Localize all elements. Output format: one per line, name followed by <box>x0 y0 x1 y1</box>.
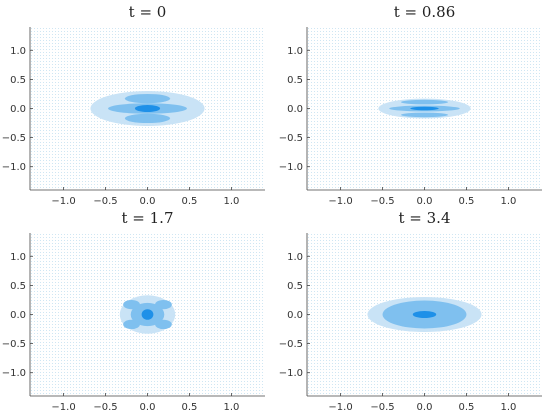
contour-region-level-3 <box>134 105 161 112</box>
contour-region-level-3 <box>410 106 439 111</box>
contour-region-level-2 <box>401 99 448 105</box>
panel-4: −1.0 −0.5 0.0 0.5 1.0 1.0 0.5 0.0 −0.5 −1.0 t = 3.… <box>279 209 542 413</box>
x-tick-label: −1.0 <box>328 402 352 413</box>
x-tick-label: 0.0 <box>417 196 433 207</box>
y-tick-label: 1.0 <box>10 252 26 263</box>
y-tick-label: −1.0 <box>2 368 26 379</box>
x-tick-label: 0.5 <box>459 196 475 207</box>
x-tick-label: 0.0 <box>140 402 156 413</box>
contour-region-level-2 <box>123 299 140 310</box>
x-tick-label: 0.5 <box>182 402 198 413</box>
y-tick-label: −0.5 <box>279 133 303 144</box>
x-tick-label: 1.0 <box>500 196 516 207</box>
y-tick-label: 0.5 <box>287 281 303 292</box>
panel-title: t = 1.7 <box>122 209 174 227</box>
x-tick-label: −0.5 <box>370 196 394 207</box>
contour-region-level-3 <box>141 309 154 320</box>
x-tick-label: 1.0 <box>223 196 239 207</box>
y-tick-label: 0.0 <box>10 104 26 115</box>
x-tick-label: −1.0 <box>51 196 75 207</box>
contour-region-level-3 <box>412 311 437 318</box>
panel-3: −1.0 −0.5 0.0 0.5 1.0 1.0 0.5 0.0 −0.5 −1.0 t = 1.… <box>2 209 265 413</box>
x-tick-label: 1.0 <box>500 402 516 413</box>
y-tick-label: 1.0 <box>287 252 303 263</box>
x-tick-label: 0.5 <box>182 196 198 207</box>
panel-title: t = 0.86 <box>394 3 456 21</box>
panel-title: t = 0 <box>129 3 167 21</box>
contour-region-level-2 <box>124 113 171 124</box>
y-tick-label: 0.0 <box>287 104 303 115</box>
contour-region-level-2 <box>401 112 448 118</box>
x-tick-label: −0.5 <box>370 402 394 413</box>
y-tick-label: 0.5 <box>287 75 303 86</box>
y-tick-label: −0.5 <box>279 339 303 350</box>
y-tick-label: −0.5 <box>2 339 26 350</box>
panel-1: −1.0 −0.5 0.0 0.5 1.0 1.0 0.5 0.0 −0.5 −1.0 t = 0 <box>2 3 265 207</box>
x-tick-label: 0.0 <box>417 402 433 413</box>
contour-region-level-2 <box>155 319 172 330</box>
x-tick-label: 1.0 <box>223 402 239 413</box>
panel-2: −1.0 −0.5 0.0 0.5 1.0 1.0 0.5 0.0 −0.5 −1.0 t = 0.… <box>279 3 542 207</box>
panel-title: t = 3.4 <box>399 209 451 227</box>
y-tick-label: −1.0 <box>2 162 26 173</box>
contour-region-level-2 <box>123 319 140 330</box>
x-tick-label: 0.0 <box>140 196 156 207</box>
y-tick-label: −0.5 <box>2 133 26 144</box>
y-tick-label: 1.0 <box>287 46 303 57</box>
contour-region-level-2 <box>155 299 172 310</box>
y-tick-label: 0.5 <box>10 281 26 292</box>
y-tick-label: −1.0 <box>279 368 303 379</box>
y-tick-label: 0.0 <box>287 310 303 321</box>
y-tick-label: 1.0 <box>10 46 26 57</box>
x-tick-label: −0.5 <box>93 402 117 413</box>
x-tick-label: 0.5 <box>459 402 475 413</box>
y-tick-label: 0.0 <box>10 310 26 321</box>
y-tick-label: −1.0 <box>279 162 303 173</box>
x-tick-label: −1.0 <box>51 402 75 413</box>
y-tick-label: 0.5 <box>10 75 26 86</box>
x-tick-label: −1.0 <box>328 196 352 207</box>
contour-region-level-2 <box>124 93 171 104</box>
x-tick-label: −0.5 <box>93 196 117 207</box>
